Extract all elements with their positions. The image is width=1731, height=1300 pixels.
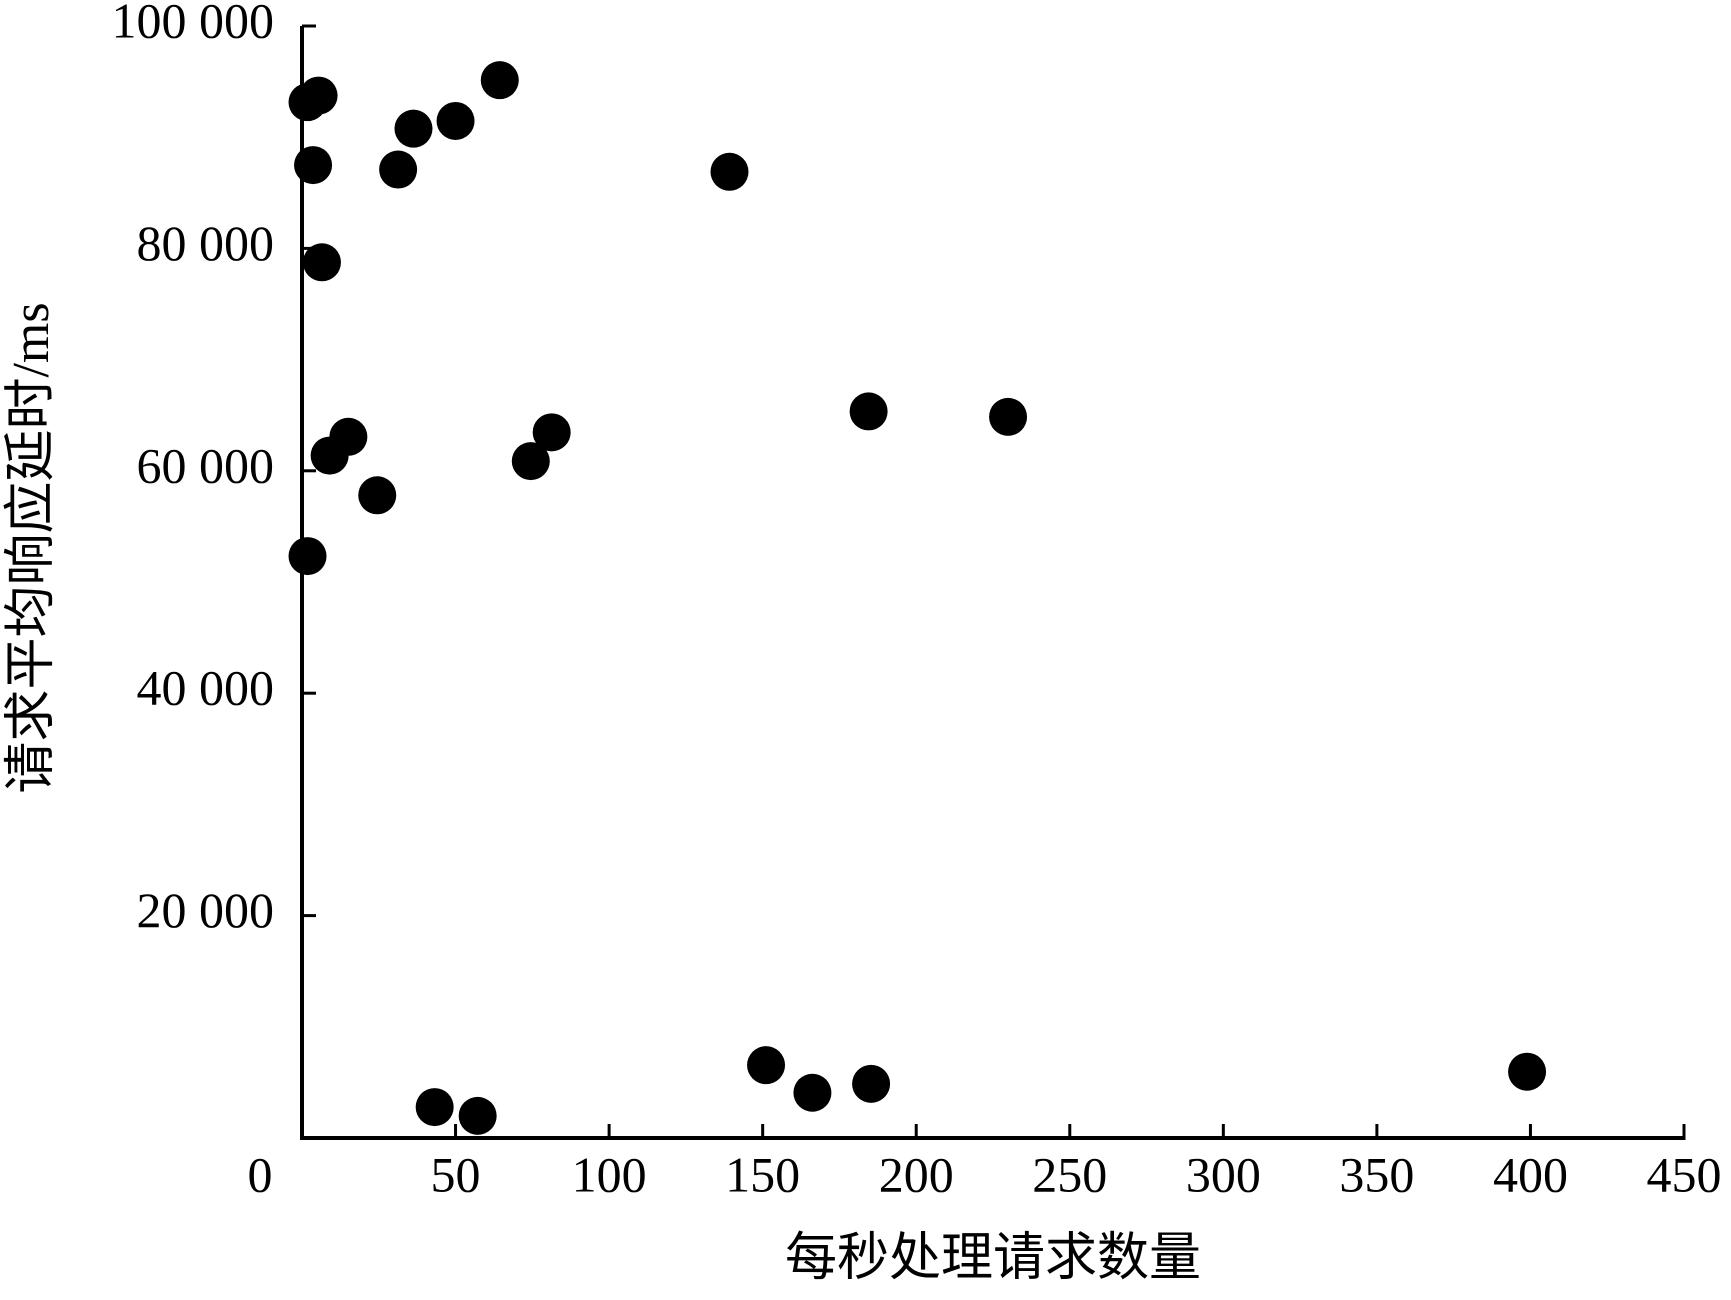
point bbox=[793, 1073, 832, 1112]
x-tick-label: 400 bbox=[1493, 1146, 1568, 1202]
point bbox=[329, 417, 368, 456]
point bbox=[358, 476, 397, 515]
x-tick-label: 0 bbox=[248, 1146, 273, 1202]
point bbox=[511, 442, 550, 481]
y-tick-label: 80 000 bbox=[137, 215, 275, 271]
x-tick-label: 450 bbox=[1647, 1146, 1722, 1202]
point bbox=[989, 397, 1028, 436]
y-tick-label: 20 000 bbox=[137, 882, 275, 938]
point bbox=[849, 392, 888, 431]
x-tick-label: 250 bbox=[1032, 1146, 1107, 1202]
point bbox=[747, 1046, 786, 1085]
x-tick-label: 150 bbox=[725, 1146, 800, 1202]
point bbox=[710, 152, 749, 191]
x-tick-label: 100 bbox=[572, 1146, 647, 1202]
point bbox=[379, 150, 418, 189]
y-axis-title: 请求平均响应延时/ms bbox=[3, 302, 60, 793]
point bbox=[302, 243, 341, 282]
x-tick-label: 50 bbox=[431, 1146, 481, 1202]
point bbox=[436, 101, 475, 140]
point bbox=[288, 537, 327, 576]
x-tick-label: 350 bbox=[1339, 1146, 1414, 1202]
point bbox=[532, 413, 571, 452]
point bbox=[415, 1088, 454, 1127]
y-tick-label: 100 000 bbox=[112, 0, 275, 48]
y-tick-label: 60 000 bbox=[137, 437, 275, 493]
point bbox=[294, 146, 333, 185]
point bbox=[458, 1096, 497, 1135]
point bbox=[299, 76, 338, 115]
x-tick-label: 300 bbox=[1186, 1146, 1261, 1202]
point bbox=[1508, 1052, 1547, 1091]
point bbox=[480, 61, 519, 100]
x-tick-label: 200 bbox=[879, 1146, 954, 1202]
point bbox=[852, 1064, 891, 1103]
y-tick-label: 40 000 bbox=[137, 660, 275, 716]
x-axis-title: 每秒处理请求数量 bbox=[785, 1230, 1201, 1287]
point bbox=[394, 109, 433, 148]
